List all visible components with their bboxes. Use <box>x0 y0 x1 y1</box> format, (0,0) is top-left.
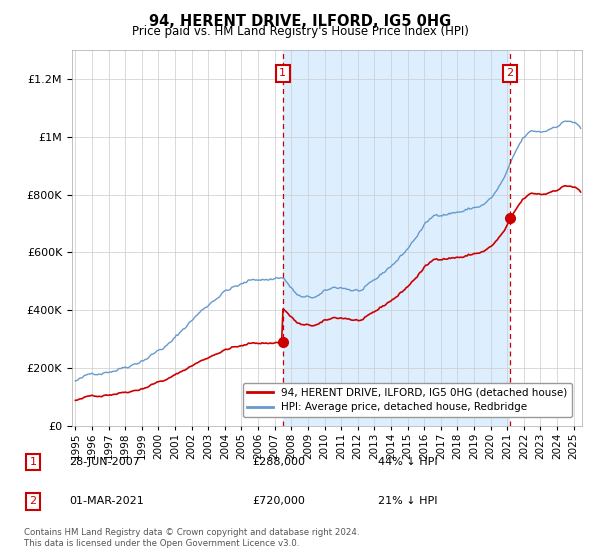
Text: 01-MAR-2021: 01-MAR-2021 <box>69 496 144 506</box>
Text: 1: 1 <box>29 457 37 467</box>
Bar <box>283 50 510 426</box>
Text: Price paid vs. HM Land Registry's House Price Index (HPI): Price paid vs. HM Land Registry's House … <box>131 25 469 38</box>
Legend: 94, HERENT DRIVE, ILFORD, IG5 0HG (detached house), HPI: Average price, detached: 94, HERENT DRIVE, ILFORD, IG5 0HG (detac… <box>243 383 572 417</box>
Text: 44% ↓ HPI: 44% ↓ HPI <box>378 457 437 467</box>
Text: 21% ↓ HPI: 21% ↓ HPI <box>378 496 437 506</box>
Text: Contains HM Land Registry data © Crown copyright and database right 2024.
This d: Contains HM Land Registry data © Crown c… <box>24 528 359 548</box>
Text: £720,000: £720,000 <box>252 496 305 506</box>
Text: 2: 2 <box>506 68 514 78</box>
Text: 2: 2 <box>29 496 37 506</box>
Text: 1: 1 <box>280 68 286 78</box>
Text: 28-JUN-2007: 28-JUN-2007 <box>69 457 140 467</box>
Text: £288,000: £288,000 <box>252 457 305 467</box>
Text: 94, HERENT DRIVE, ILFORD, IG5 0HG: 94, HERENT DRIVE, ILFORD, IG5 0HG <box>149 14 451 29</box>
